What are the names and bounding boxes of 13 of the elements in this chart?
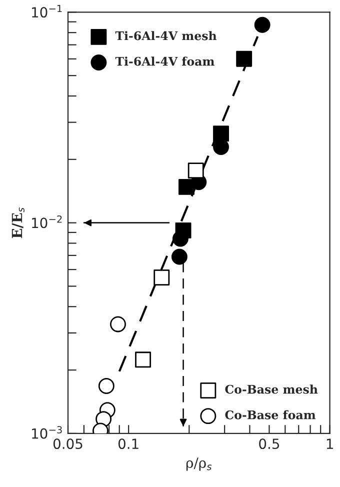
x-tick-label: 0.1: [118, 438, 138, 450]
x-tick-label: 0.05: [53, 438, 82, 450]
y-tick-label: 10$^{−3}$: [32, 426, 62, 439]
y-axis-title: E/E$_{s}$: [12, 208, 24, 238]
x-tick-label: 0.5: [259, 438, 280, 450]
legend-label: Co-Base foam: [225, 410, 316, 420]
x-tick-label: 1: [326, 438, 333, 449]
y-tick-label: 10$^{−2}$: [32, 215, 62, 228]
x-axis-title: ρ/ρ$_{s}$: [186, 458, 212, 471]
legend-label: Ti-6Al-4V mesh: [115, 31, 217, 40]
legend-label: Co-Base mesh: [225, 384, 318, 394]
legend-label: Ti-6Al-4V foam: [115, 56, 214, 66]
y-tick-label: 10$^{−1}$: [32, 4, 62, 18]
